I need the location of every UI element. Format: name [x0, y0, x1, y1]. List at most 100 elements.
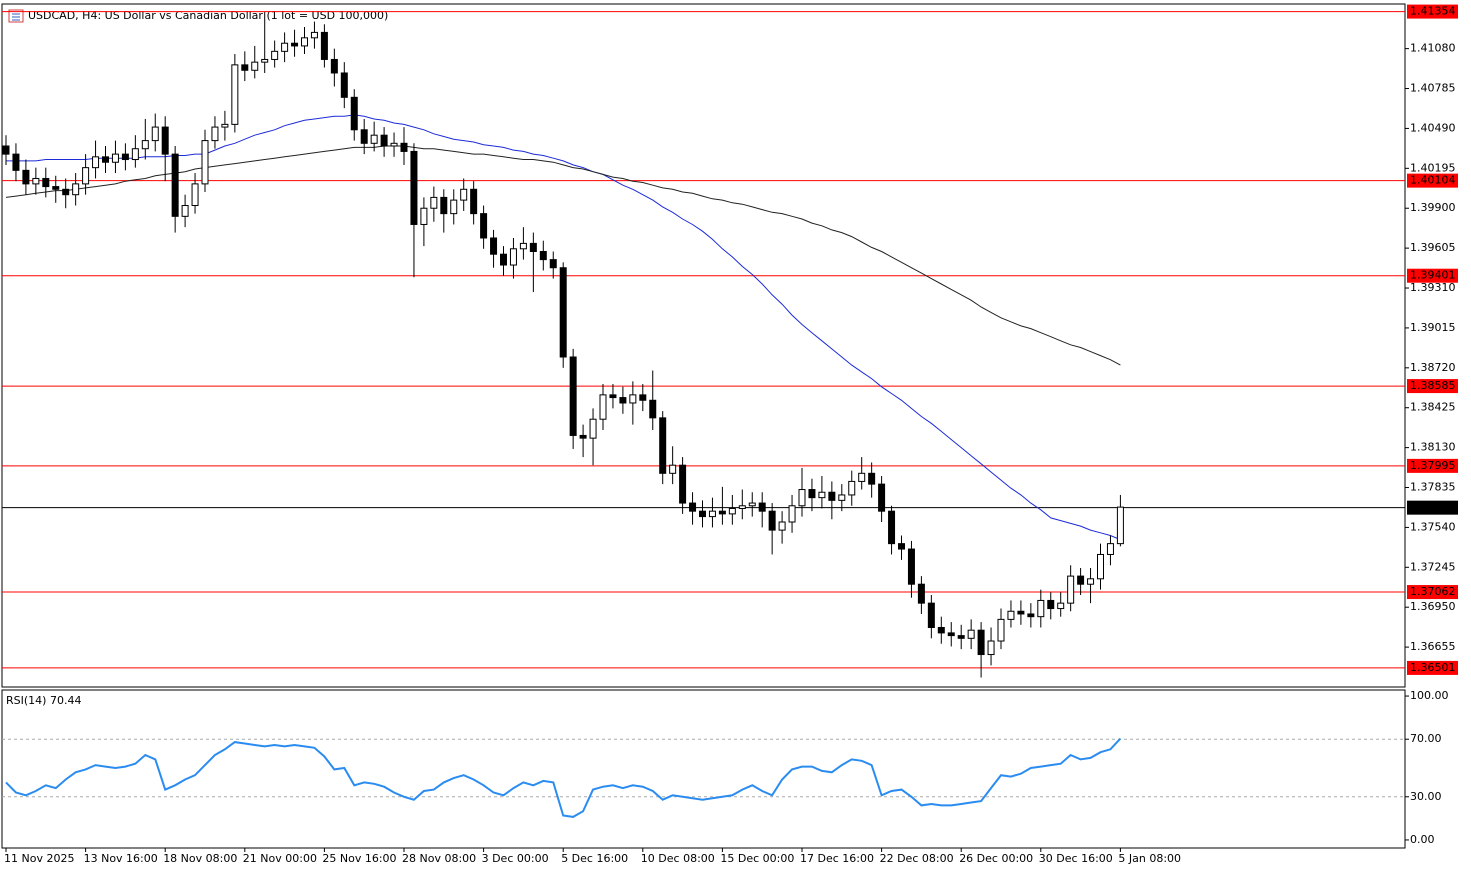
candle-body	[728, 507, 736, 515]
candle-body	[1087, 578, 1095, 585]
x-tick-label: 26 Dec 00:00	[959, 852, 1033, 865]
candle-body	[559, 267, 567, 358]
level-price-box	[1407, 4, 1458, 19]
candle-body	[878, 483, 886, 512]
level-price-label: 1.37995	[1410, 459, 1456, 472]
candle-body	[957, 635, 965, 639]
candle-body	[350, 96, 358, 131]
level-price-label: 1.38585	[1410, 379, 1456, 392]
candle-body	[669, 464, 677, 474]
candle-body	[619, 397, 627, 404]
candle-body	[1067, 575, 1075, 604]
candle-body	[1077, 575, 1085, 585]
y-tick-label: 1.40195	[1410, 161, 1456, 174]
x-tick-label: 22 Dec 08:00	[880, 852, 954, 865]
candle-body	[320, 31, 328, 60]
candle-body	[261, 58, 269, 63]
candle-body	[400, 142, 408, 152]
y-tick-label: 1.36950	[1410, 600, 1456, 613]
candle-body	[718, 510, 726, 515]
candle-body	[490, 237, 498, 255]
x-tick-label: 28 Nov 08:00	[402, 852, 476, 865]
candle-body	[430, 196, 438, 209]
candle-body	[161, 126, 169, 155]
moving-average	[5, 145, 1121, 366]
candle-body	[281, 42, 289, 52]
rsi-line	[5, 737, 1122, 818]
candle-body	[758, 502, 766, 512]
candle-body	[798, 489, 806, 507]
candle-body	[738, 505, 746, 509]
candle-body	[32, 177, 40, 185]
x-tick-label: 13 Nov 16:00	[84, 852, 158, 865]
candle-body	[72, 183, 80, 196]
y-tick-label: 1.37245	[1410, 560, 1456, 573]
candle-body	[599, 394, 607, 420]
candle-body	[191, 183, 199, 207]
y-tick-label: 1.39605	[1410, 241, 1456, 254]
candle-body	[768, 510, 776, 531]
candle-body	[708, 510, 716, 518]
y-tick-label: 1.40490	[1410, 121, 1456, 134]
candle-body	[1057, 602, 1065, 610]
candle-body	[52, 186, 60, 190]
candle-body	[818, 491, 826, 499]
x-tick-label: 21 Nov 00:00	[243, 852, 317, 865]
candle-body	[310, 31, 318, 39]
candle-body	[360, 129, 368, 144]
candle-body	[579, 434, 587, 439]
candle-body	[699, 510, 706, 518]
candle-body	[888, 510, 896, 545]
candle-body	[370, 134, 378, 144]
candle-body	[450, 199, 458, 215]
y-tick-label: 1.39900	[1410, 201, 1456, 214]
candle-body	[251, 61, 259, 71]
candle-body	[460, 188, 468, 201]
level-price-label: 1.37062	[1410, 585, 1456, 598]
candle-body	[480, 213, 488, 239]
candle-body	[858, 472, 866, 482]
candle-body	[380, 134, 388, 147]
candle-body	[92, 156, 100, 169]
y-tick-label: 1.38425	[1410, 401, 1456, 414]
candle-body	[271, 50, 279, 60]
x-tick-label: 15 Dec 00:00	[720, 852, 794, 865]
candle-body	[42, 177, 50, 188]
level-price-box	[1407, 379, 1458, 394]
candle-body	[2, 145, 10, 155]
candle-body	[589, 418, 597, 439]
candle-body	[907, 548, 915, 585]
candle-body	[131, 148, 139, 161]
symbol-icon	[8, 9, 24, 23]
price-panel	[1, 3, 1406, 688]
last-price-box	[1407, 500, 1458, 515]
candle-body	[927, 602, 935, 628]
candle-body	[529, 242, 537, 253]
candle-body	[221, 123, 229, 128]
candle-body	[1097, 553, 1104, 580]
candle-body	[211, 126, 219, 142]
candle-body	[539, 251, 547, 261]
level-price-box	[1407, 458, 1458, 473]
level-price-box	[1407, 660, 1458, 675]
candle-body	[649, 399, 657, 419]
candle-body	[569, 356, 577, 436]
level-price-label: 1.36501	[1410, 661, 1456, 674]
candle-body	[659, 417, 667, 474]
candle-body	[947, 632, 955, 637]
candle-body	[301, 37, 308, 47]
candle-body	[420, 207, 428, 225]
y-tick-label: 1.39015	[1410, 321, 1456, 334]
candle-body	[201, 140, 209, 185]
x-tick-label: 25 Nov 16:00	[322, 852, 396, 865]
candle-body	[500, 253, 507, 266]
y-tick-label: 1.39310	[1410, 281, 1456, 294]
y-tick-label: 1.38720	[1410, 361, 1456, 374]
candle-body	[12, 153, 20, 171]
candle-body	[549, 259, 557, 269]
candle-body	[410, 150, 418, 225]
x-tick-label: 17 Dec 16:00	[800, 852, 874, 865]
candle-body	[1007, 610, 1015, 620]
candle-body	[917, 583, 925, 604]
